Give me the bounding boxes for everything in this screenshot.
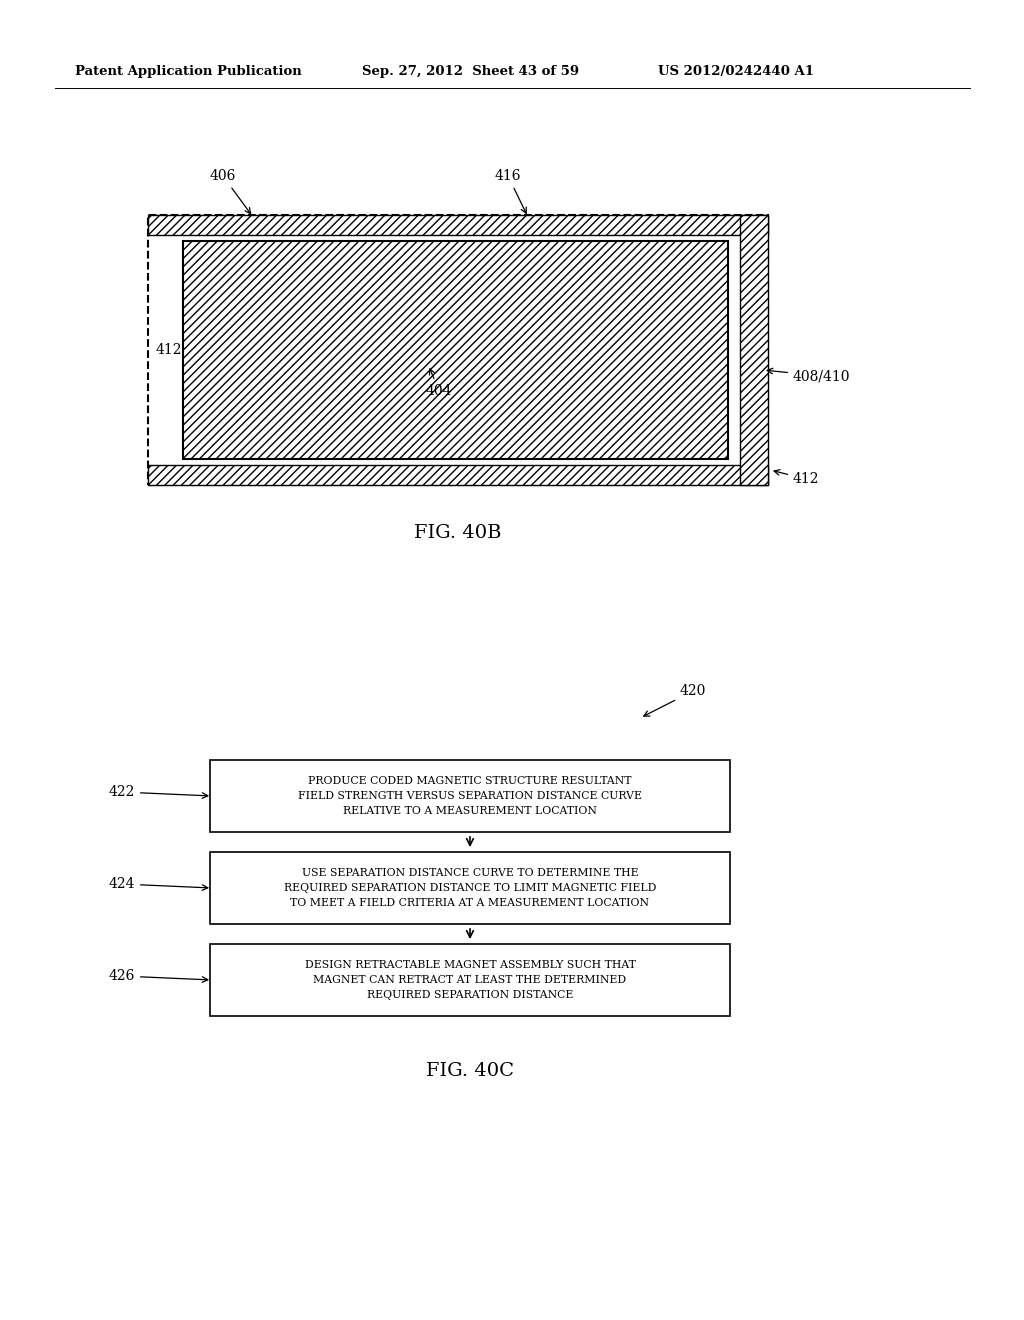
Bar (210, 851, 730, 924)
Text: 420: 420 (644, 684, 707, 717)
Bar (740, 215, 768, 484)
Text: Sep. 27, 2012  Sheet 43 of 59: Sep. 27, 2012 Sheet 43 of 59 (362, 66, 580, 78)
Text: 406: 406 (210, 169, 251, 214)
Text: FIG. 40B: FIG. 40B (415, 524, 502, 543)
Text: 412: 412 (156, 343, 182, 356)
Text: 412: 412 (774, 470, 819, 486)
Text: US 2012/0242440 A1: US 2012/0242440 A1 (658, 66, 814, 78)
Text: 408/410: 408/410 (767, 368, 851, 383)
Bar (210, 944, 730, 1016)
Text: PRODUCE CODED MAGNETIC STRUCTURE RESULTANT
FIELD STRENGTH VERSUS SEPARATION DIST: PRODUCE CODED MAGNETIC STRUCTURE RESULTA… (298, 776, 642, 816)
Text: 424: 424 (109, 876, 208, 891)
Bar (183, 242, 728, 459)
Bar (148, 215, 768, 484)
Bar (148, 465, 768, 484)
Text: FIG. 40C: FIG. 40C (426, 1063, 514, 1080)
Bar (148, 215, 768, 235)
Text: 426: 426 (109, 969, 208, 983)
Text: 422: 422 (109, 785, 208, 799)
Text: USE SEPARATION DISTANCE CURVE TO DETERMINE THE
REQUIRED SEPARATION DISTANCE TO L: USE SEPARATION DISTANCE CURVE TO DETERMI… (284, 869, 656, 908)
Text: DESIGN RETRACTABLE MAGNET ASSEMBLY SUCH THAT
MAGNET CAN RETRACT AT LEAST THE DET: DESIGN RETRACTABLE MAGNET ASSEMBLY SUCH … (304, 960, 636, 999)
Text: 404: 404 (426, 368, 453, 399)
Bar (210, 760, 730, 832)
Text: Patent Application Publication: Patent Application Publication (75, 66, 302, 78)
Text: 416: 416 (495, 169, 526, 214)
